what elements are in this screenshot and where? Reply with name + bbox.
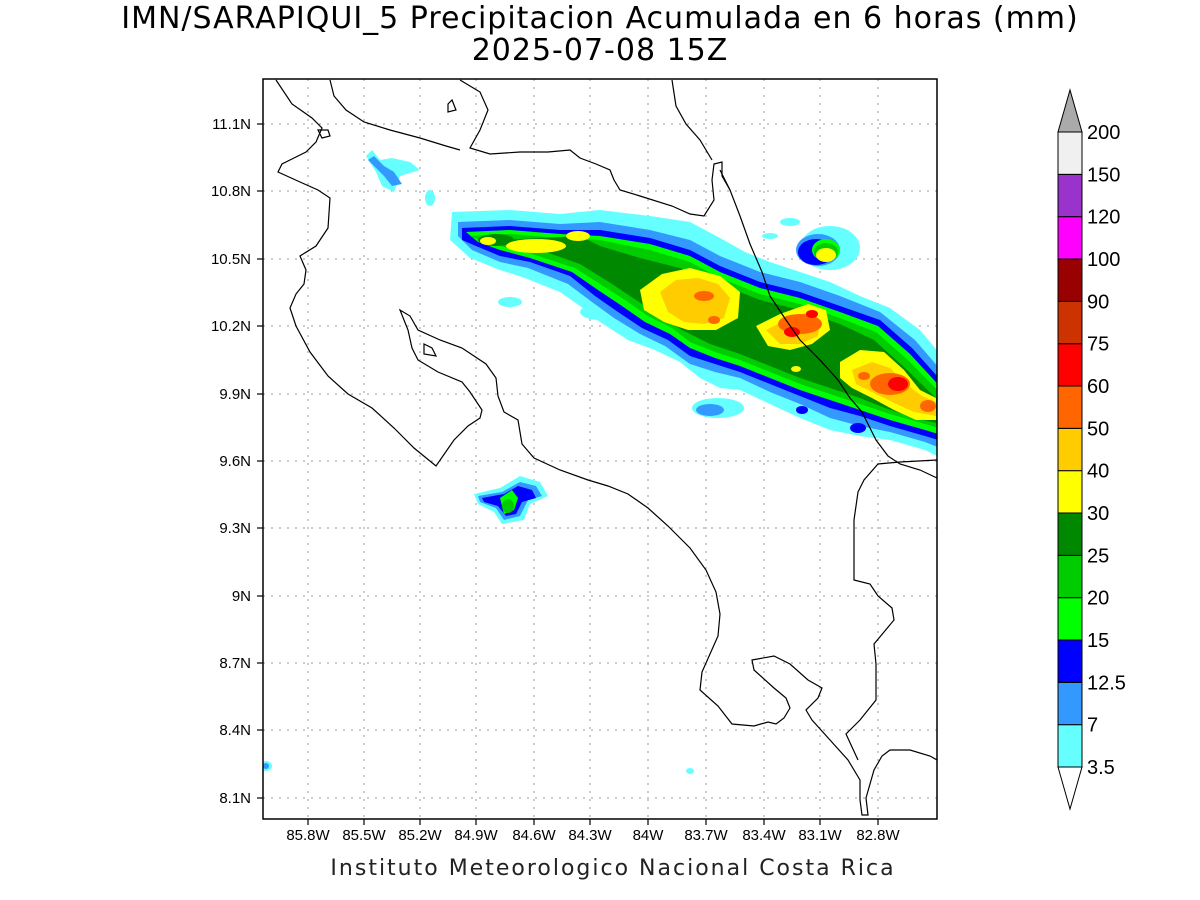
- colorbar-swatch: [1057, 173, 1083, 218]
- colorbar-level-label: 12.5: [1087, 672, 1126, 694]
- colorbar-level-label: 7: [1087, 715, 1098, 737]
- colorbar-swatch: [1057, 343, 1083, 387]
- x-tick-label: 82.8W: [856, 827, 900, 844]
- map-plot-area: [263, 79, 937, 819]
- colorbar-swatch: [1057, 512, 1083, 556]
- colorbar-swatch: [1057, 385, 1083, 429]
- y-tick-label: 9.3N: [219, 520, 251, 537]
- y-tick-label: 8.4N: [219, 722, 251, 739]
- colorbar-swatch: [1057, 300, 1083, 345]
- colorbar-swatches: [1057, 131, 1083, 768]
- footer-credit: Instituto Meteorologico Nacional Costa R…: [330, 856, 896, 881]
- precipitation-field: [263, 150, 937, 774]
- map-frame: [262, 78, 938, 820]
- x-tick-label: 84.6W: [512, 827, 556, 844]
- colorbar-level-label: 20: [1087, 588, 1109, 610]
- y-tick-label: 9.6N: [219, 453, 251, 470]
- y-tick-label: 10.2N: [211, 318, 251, 335]
- colorbar-labels: 3.5 7 12.5 15 20 25 30 40 50 60 75 90 100 120 150 200: [1087, 122, 1126, 779]
- x-tick-label: 84.9W: [454, 827, 498, 844]
- map-grid: [263, 79, 937, 819]
- map-date: 2025-07-08 15Z: [471, 33, 729, 68]
- y-tick-label: 9.9N: [219, 386, 251, 403]
- colorbar-swatch: [1057, 427, 1083, 472]
- colorbar-swatch: [1057, 216, 1083, 260]
- colorbar-level-label: 75: [1087, 334, 1109, 356]
- y-axis-labels: 11.1N 10.8N 10.5N 10.2N 9.9N 9.6N 9.3N 9…: [211, 116, 251, 807]
- y-tick-label: 8.1N: [219, 790, 251, 807]
- x-tick-label: 83.1W: [798, 827, 842, 844]
- colorbar-swatch: [1057, 681, 1083, 726]
- colorbar-level-label: 50: [1087, 418, 1109, 440]
- colorbar-level-label: 60: [1087, 376, 1109, 398]
- colorbar-level-label: 40: [1087, 461, 1109, 483]
- x-tick-label: 83.4W: [742, 827, 786, 844]
- x-tick-label: 85.5W: [342, 827, 386, 844]
- colorbar-level-label: 200: [1087, 122, 1120, 144]
- map-title: IMN/SARAPIQUI_5 Precipitacion Acumulada …: [121, 1, 1079, 36]
- colorbar-level-label: 15: [1087, 630, 1109, 652]
- y-tick-label: 11.1N: [212, 116, 251, 133]
- y-tick-label: 8.7N: [219, 655, 251, 672]
- colorbar-level-label: 100: [1087, 249, 1120, 271]
- colorbar-swatch: [1057, 597, 1083, 641]
- x-tick-label: 85.2W: [398, 827, 442, 844]
- colorbar-swatch: [1057, 470, 1083, 514]
- colorbar-swatch: [1057, 554, 1083, 599]
- colorbar-level-label: 25: [1087, 545, 1109, 567]
- colorbar-bottom-arrow: [1057, 766, 1083, 811]
- x-tick-label: 84W: [633, 827, 665, 844]
- colorbar-top-arrow: [1057, 88, 1083, 133]
- coastline: [275, 79, 937, 816]
- colorbar-swatch: [1057, 131, 1083, 175]
- y-tick-label: 9N: [232, 588, 251, 605]
- x-axis-labels: 85.8W 85.5W 85.2W 84.9W 84.6W 84.3W 84W …: [286, 827, 900, 844]
- colorbar-level-label: 120: [1087, 207, 1120, 229]
- x-tick-label: 83.7W: [684, 827, 728, 844]
- colorbar-swatch: [1057, 639, 1083, 683]
- colorbar-level-label: 150: [1087, 164, 1120, 186]
- colorbar-swatch: [1057, 724, 1083, 768]
- y-tick-label: 10.8N: [211, 183, 251, 200]
- colorbar-level-label: 30: [1087, 503, 1109, 525]
- x-tick-label: 85.8W: [286, 827, 330, 844]
- axis-ticks: [257, 123, 879, 825]
- y-tick-label: 10.5N: [211, 251, 251, 268]
- colorbar-level-label: 3.5: [1087, 757, 1115, 779]
- colorbar-swatch: [1057, 258, 1083, 302]
- colorbar-legend: 3.5 7 12.5 15 20 25 30 40 50 60 75 90 100 120 150 200: [1057, 88, 1126, 811]
- x-tick-label: 84.3W: [568, 827, 612, 844]
- colorbar-level-label: 90: [1087, 291, 1109, 313]
